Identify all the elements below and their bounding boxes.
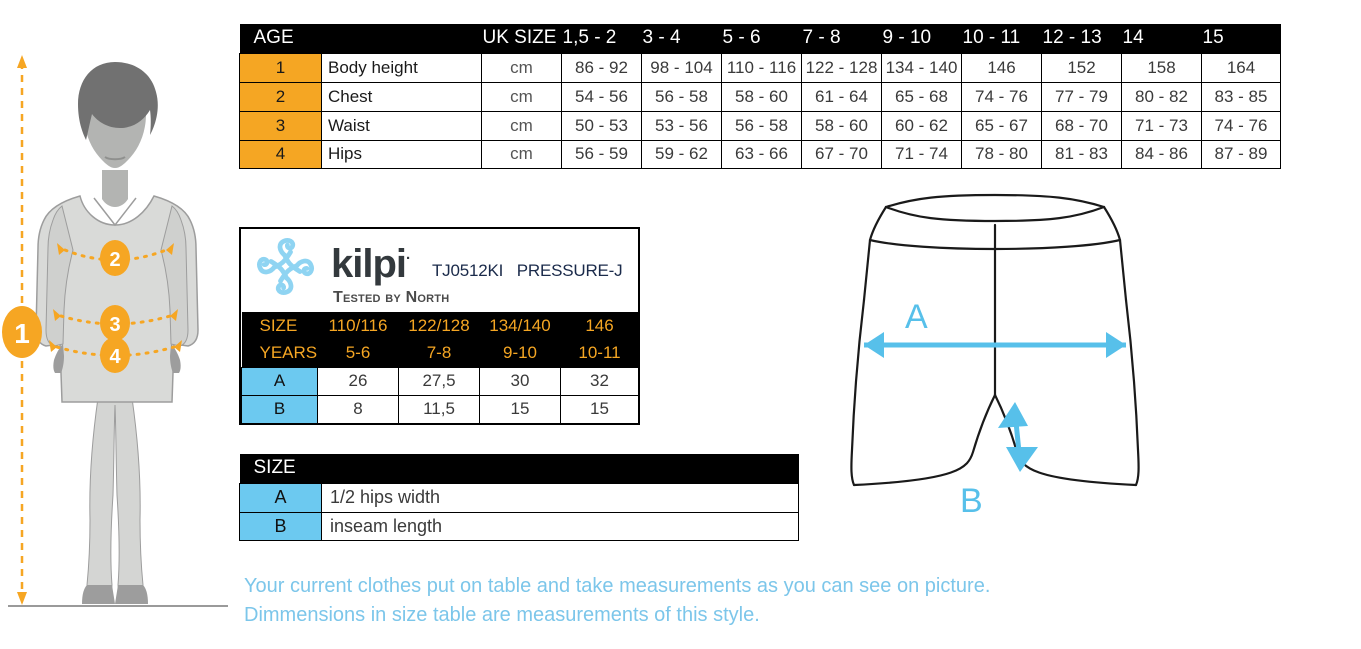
svg-text:1: 1 (14, 318, 30, 349)
svg-text:A: A (905, 298, 928, 336)
svg-text:B: B (960, 482, 983, 520)
svg-text:2: 2 (109, 249, 120, 271)
svg-text:4: 4 (109, 346, 121, 368)
svg-text:3: 3 (109, 314, 120, 336)
